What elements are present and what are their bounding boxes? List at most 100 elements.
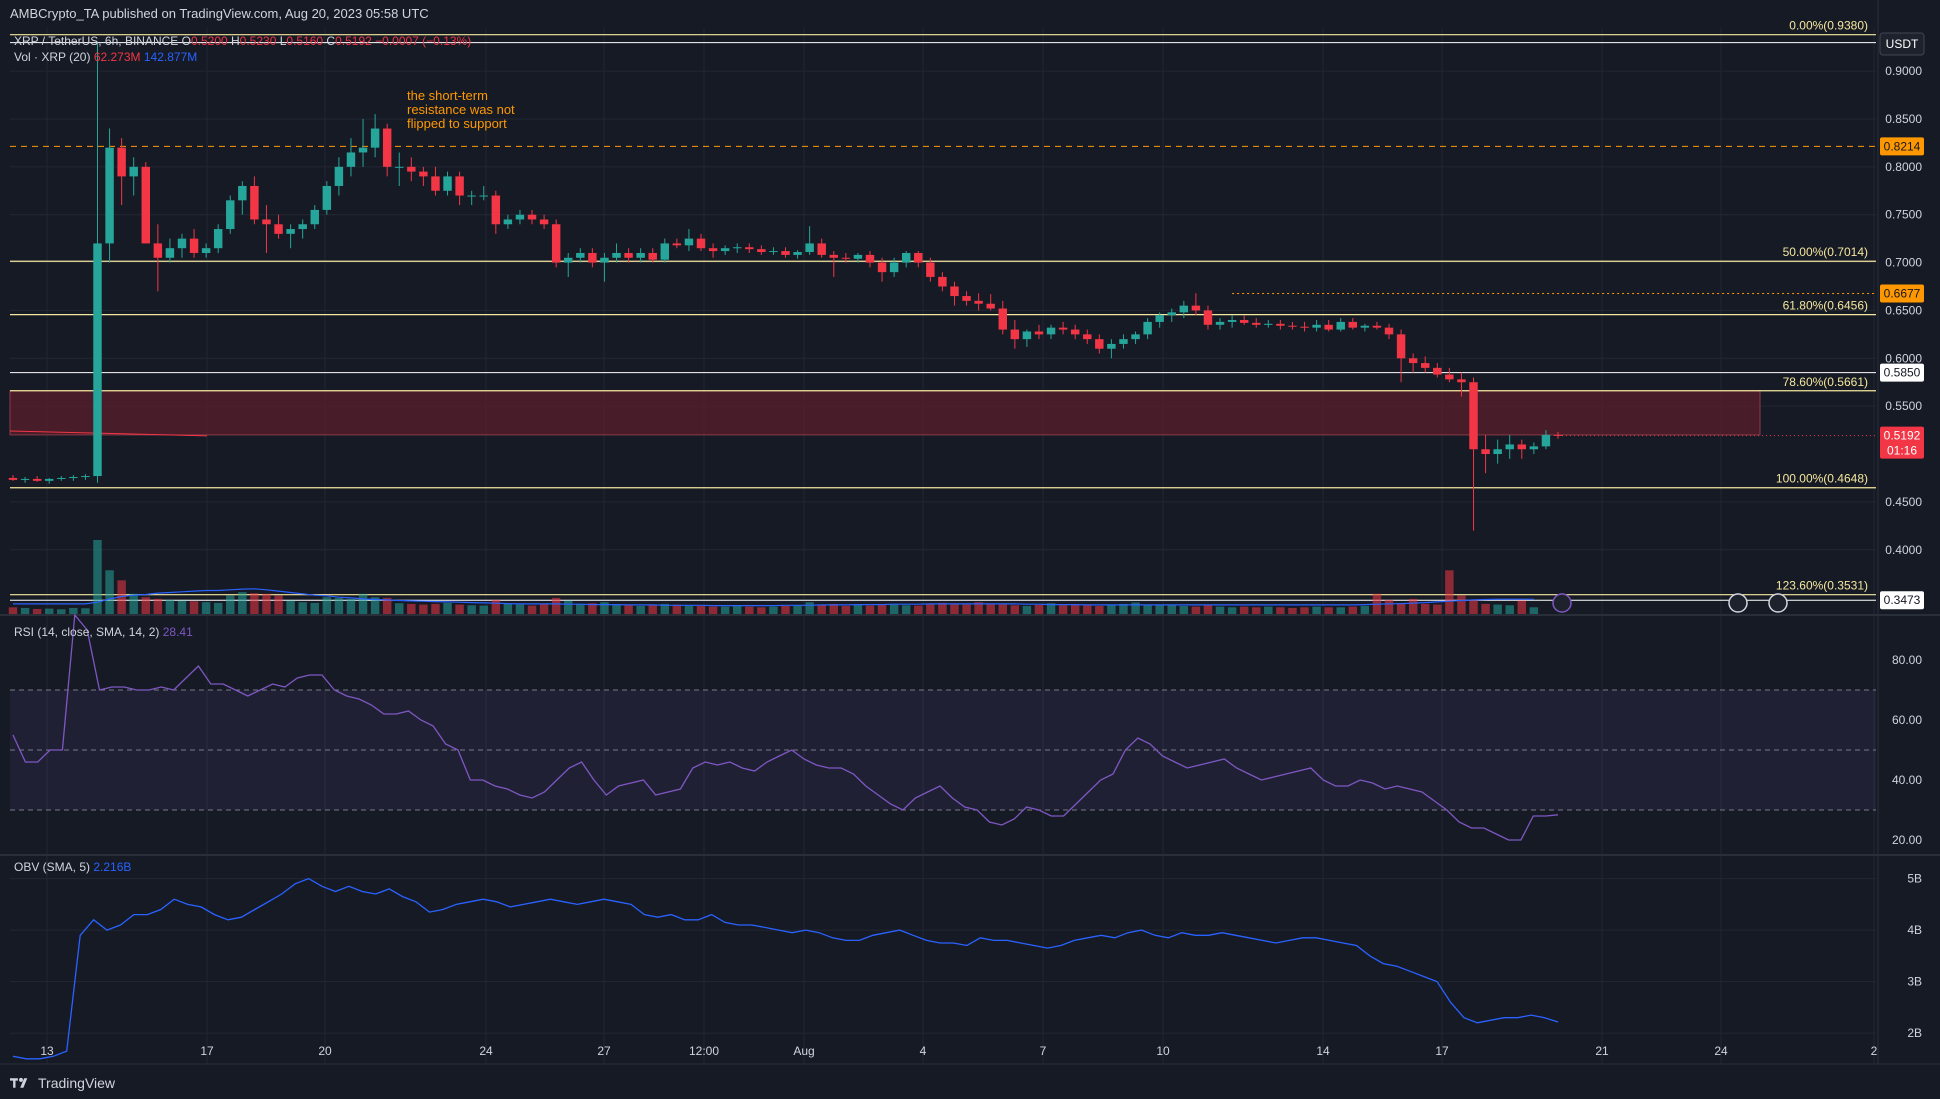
candle-body[interactable] [1300,326,1309,328]
candle-body[interactable] [1215,321,1225,325]
candle-body[interactable] [1372,325,1382,328]
candle-body[interactable] [757,249,766,253]
candle-body[interactable] [431,176,440,191]
candle-body[interactable] [1481,449,1490,455]
candle-body[interactable] [189,238,199,253]
candle-body[interactable] [1046,327,1056,335]
candle-body[interactable] [1179,305,1189,313]
candle-body[interactable] [1445,374,1454,380]
candle-body[interactable] [213,229,223,249]
candle-body[interactable] [20,478,30,480]
candle-body[interactable] [986,303,995,309]
candle-body[interactable] [1143,321,1152,335]
candle-body[interactable] [1408,358,1418,364]
candle-body[interactable] [1252,322,1261,325]
candle-body[interactable] [1083,334,1092,340]
candle-body[interactable] [950,286,959,297]
candle-body[interactable] [624,252,633,258]
candle-body[interactable] [81,476,90,478]
candle-body[interactable] [1119,339,1128,344]
candle-body[interactable] [1324,324,1333,330]
candle-body[interactable] [901,252,911,263]
candle-body[interactable] [117,147,126,177]
candle-body[interactable] [600,257,609,263]
candle-body[interactable] [69,477,78,479]
candle-body[interactable] [914,252,923,263]
candle-body[interactable] [32,478,42,481]
candle-body[interactable] [238,185,247,201]
candle-body[interactable] [1348,321,1358,328]
candle-body[interactable] [684,238,694,246]
candle-body[interactable] [467,195,476,197]
candle-body[interactable] [298,224,307,230]
candle-body[interactable] [696,238,706,249]
candle-body[interactable] [889,262,899,273]
candle-body[interactable] [177,238,187,249]
candle-body[interactable] [226,200,235,230]
candle-body[interactable] [612,252,621,258]
resistance-zone[interactable] [9,390,1761,436]
candle-body[interactable] [1167,312,1176,316]
candle-body[interactable] [93,243,102,477]
tradingview-brand[interactable]: TradingView [10,1075,115,1091]
candle-body[interactable] [781,251,790,255]
candle-body[interactable] [817,243,826,255]
trend-line[interactable] [9,430,208,437]
candle-body[interactable] [479,195,488,197]
candle-body[interactable] [720,248,730,252]
candle-body[interactable] [515,214,525,220]
candle-body[interactable] [1517,444,1527,450]
candle-body[interactable] [672,243,682,246]
candle-body[interactable] [769,251,778,253]
candle-body[interactable] [1529,446,1539,450]
candle-body[interactable] [346,152,356,167]
rsi-line[interactable] [12,613,1559,841]
candle-body[interactable] [129,166,138,177]
candle-body[interactable] [1433,367,1442,375]
candle-body[interactable] [455,176,464,196]
candle-body[interactable] [407,166,416,172]
lightning-event-icon[interactable] [1552,593,1572,613]
candle-body[interactable] [382,128,392,167]
candle-body[interactable] [153,243,163,258]
candle-body[interactable] [1421,363,1430,368]
candle-body[interactable] [660,243,670,260]
candle-body[interactable] [286,229,295,234]
candle-body[interactable] [322,185,332,210]
candle-body[interactable] [8,477,18,480]
candle-body[interactable] [141,166,150,244]
currency-badge[interactable] [1879,32,1925,56]
candle-body[interactable] [539,219,549,225]
candle-body[interactable] [745,247,754,250]
candle-body[interactable] [1312,324,1321,328]
candle-body[interactable] [1505,444,1514,450]
candle-body[interactable] [1288,325,1297,327]
candle-body[interactable] [1360,325,1370,328]
candle-body[interactable] [829,254,839,258]
candle-body[interactable] [998,308,1007,330]
candle-body[interactable] [564,257,573,263]
candle-body[interactable] [443,176,452,191]
candle-body[interactable] [262,219,271,225]
rsi-legend[interactable]: RSI (14, close, SMA, 14, 2) 28.41 [14,625,193,639]
candle-body[interactable] [1239,320,1249,323]
candle-body[interactable] [1034,331,1044,335]
candle-body[interactable] [334,166,344,186]
candle-body[interactable] [1493,449,1502,455]
candle-body[interactable] [165,248,175,258]
candle-body[interactable] [1276,323,1285,326]
candle-body[interactable] [1070,329,1080,335]
candle-body[interactable] [974,300,983,304]
candle-body[interactable] [1022,331,1032,340]
candle-body[interactable] [1058,327,1068,330]
candle-body[interactable] [1227,320,1237,322]
candle-body[interactable] [841,257,851,259]
candle-body[interactable] [1457,379,1466,383]
candle-body[interactable] [503,219,513,225]
candle-body[interactable] [636,252,645,258]
candle-body[interactable] [1541,434,1551,447]
candle-body[interactable] [201,248,211,253]
candle-body[interactable] [1107,343,1116,349]
candle-body[interactable] [853,254,863,259]
candle-body[interactable] [1336,321,1345,330]
